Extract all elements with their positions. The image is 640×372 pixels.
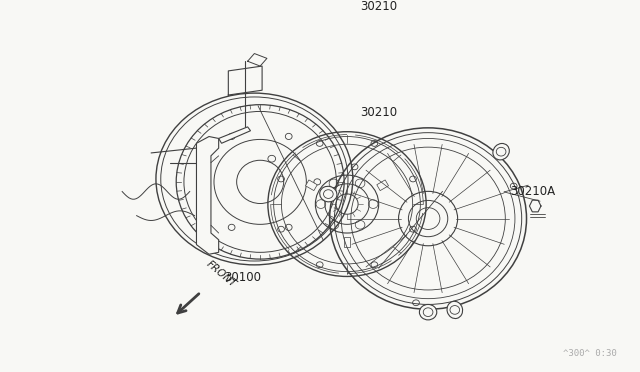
Text: 30100: 30100	[224, 272, 261, 285]
Polygon shape	[305, 180, 317, 190]
Text: FRONT: FRONT	[205, 259, 238, 289]
Text: ^300^ 0:30: ^300^ 0:30	[563, 349, 616, 357]
Ellipse shape	[493, 144, 509, 160]
Polygon shape	[344, 237, 350, 247]
Text: 30210: 30210	[360, 0, 397, 13]
Polygon shape	[377, 180, 388, 190]
Ellipse shape	[447, 301, 463, 318]
Text: 30210A: 30210A	[511, 185, 556, 198]
Polygon shape	[219, 127, 250, 143]
Ellipse shape	[419, 304, 436, 320]
Text: 30210: 30210	[360, 106, 397, 119]
Ellipse shape	[320, 186, 337, 202]
Polygon shape	[196, 137, 219, 254]
